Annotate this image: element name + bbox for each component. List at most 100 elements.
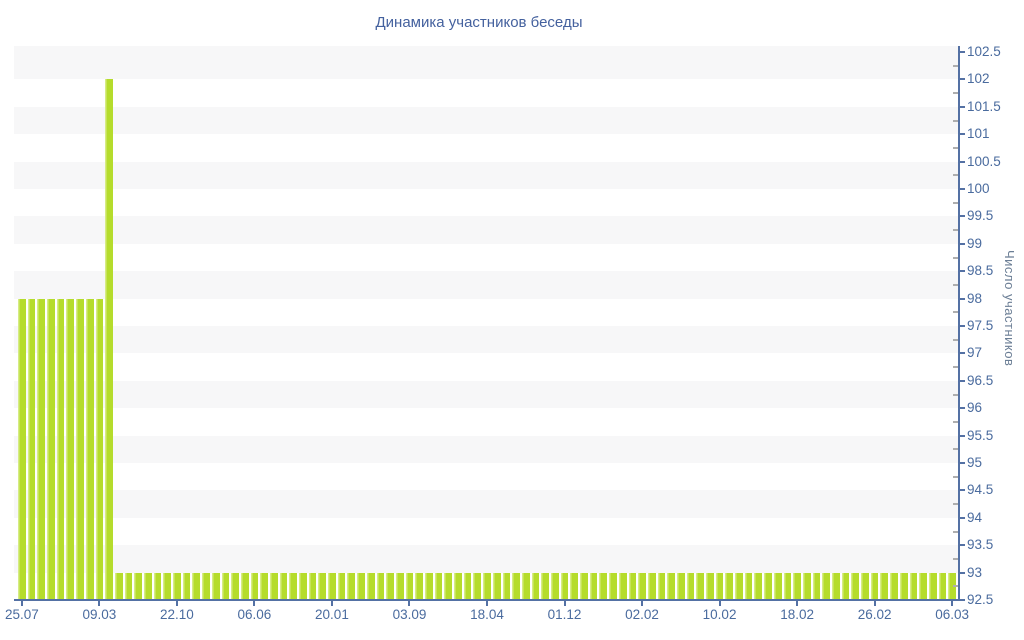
bar[interactable] — [531, 572, 540, 600]
bar[interactable] — [609, 572, 617, 600]
bar[interactable] — [56, 298, 65, 600]
bar[interactable] — [599, 572, 608, 600]
bar[interactable] — [66, 298, 75, 600]
bar[interactable] — [832, 572, 840, 600]
bar[interactable] — [134, 572, 142, 600]
bar[interactable] — [192, 572, 201, 600]
bar[interactable] — [444, 572, 453, 600]
bar[interactable] — [502, 572, 511, 600]
bar[interactable] — [231, 572, 239, 600]
bar[interactable] — [899, 572, 908, 600]
bar[interactable] — [463, 572, 472, 600]
bar[interactable] — [483, 572, 491, 600]
bar[interactable] — [260, 572, 268, 600]
bar[interactable] — [570, 572, 579, 600]
bar[interactable] — [473, 572, 482, 600]
bar[interactable] — [386, 572, 394, 600]
bar[interactable] — [37, 298, 46, 600]
bar[interactable] — [202, 572, 210, 600]
bar[interactable] — [822, 572, 831, 600]
bar[interactable] — [18, 298, 26, 600]
bar[interactable] — [405, 572, 414, 600]
bar[interactable] — [114, 572, 123, 600]
gridline-stripe — [14, 326, 958, 354]
bar[interactable] — [250, 572, 259, 600]
bar[interactable] — [638, 572, 646, 600]
bar[interactable] — [240, 572, 249, 600]
bar[interactable] — [550, 572, 559, 600]
bar[interactable] — [153, 572, 162, 600]
bar[interactable] — [938, 572, 947, 600]
bar[interactable] — [376, 572, 385, 600]
bar[interactable] — [425, 572, 433, 600]
bar[interactable] — [861, 572, 869, 600]
bar[interactable] — [841, 572, 850, 600]
bar[interactable] — [754, 572, 763, 600]
bar[interactable] — [415, 572, 423, 600]
bar[interactable] — [870, 572, 879, 600]
bar[interactable] — [802, 572, 811, 600]
bar[interactable] — [764, 572, 772, 600]
bar[interactable] — [47, 298, 55, 600]
bar[interactable] — [328, 572, 336, 600]
bar[interactable] — [163, 572, 172, 600]
bar[interactable] — [27, 298, 36, 600]
bar[interactable] — [221, 572, 230, 600]
bar[interactable] — [725, 572, 734, 600]
bar[interactable] — [890, 572, 898, 600]
bar[interactable] — [347, 572, 356, 600]
bar[interactable] — [919, 572, 927, 600]
bar[interactable] — [269, 572, 278, 600]
bar[interactable] — [395, 572, 404, 600]
bar[interactable] — [454, 572, 462, 600]
bar[interactable] — [657, 572, 666, 600]
bar[interactable] — [735, 572, 743, 600]
x-tick — [796, 601, 799, 606]
bar[interactable] — [948, 572, 956, 600]
bar[interactable] — [143, 572, 152, 600]
bar[interactable] — [880, 572, 889, 600]
bar[interactable] — [279, 572, 288, 600]
bar[interactable] — [793, 572, 801, 600]
bar[interactable] — [851, 572, 860, 600]
bar[interactable] — [560, 572, 569, 600]
bar[interactable] — [85, 298, 94, 600]
bar[interactable] — [676, 572, 685, 600]
bar[interactable] — [928, 572, 937, 600]
bar[interactable] — [124, 572, 133, 600]
bar[interactable] — [308, 572, 317, 600]
bar[interactable] — [628, 572, 637, 600]
bar[interactable] — [337, 572, 346, 600]
y-tick — [958, 78, 965, 81]
bar[interactable] — [647, 572, 656, 600]
bar[interactable] — [95, 298, 104, 600]
bar[interactable] — [211, 572, 220, 600]
bar[interactable] — [783, 572, 792, 600]
bar[interactable] — [76, 298, 84, 600]
bar[interactable] — [686, 572, 695, 600]
bar[interactable] — [512, 572, 520, 600]
bar[interactable] — [744, 572, 753, 600]
bar[interactable] — [173, 572, 181, 600]
bar[interactable] — [492, 572, 501, 600]
bar[interactable] — [299, 572, 307, 600]
bar[interactable] — [434, 572, 443, 600]
bar[interactable] — [541, 572, 549, 600]
bar[interactable] — [521, 572, 530, 600]
bar[interactable] — [909, 572, 918, 600]
bar[interactable] — [773, 572, 782, 600]
bar[interactable] — [105, 79, 113, 600]
bar[interactable] — [706, 572, 714, 600]
bar[interactable] — [366, 572, 375, 600]
bar[interactable] — [696, 572, 705, 600]
bar[interactable] — [667, 572, 675, 600]
bar[interactable] — [589, 572, 598, 600]
bar[interactable] — [357, 572, 365, 600]
bar[interactable] — [618, 572, 627, 600]
bar[interactable] — [182, 572, 191, 600]
bar[interactable] — [318, 572, 327, 600]
bar[interactable] — [715, 572, 724, 600]
bar[interactable] — [289, 572, 298, 600]
bar[interactable] — [812, 572, 821, 600]
bar[interactable] — [580, 572, 588, 600]
